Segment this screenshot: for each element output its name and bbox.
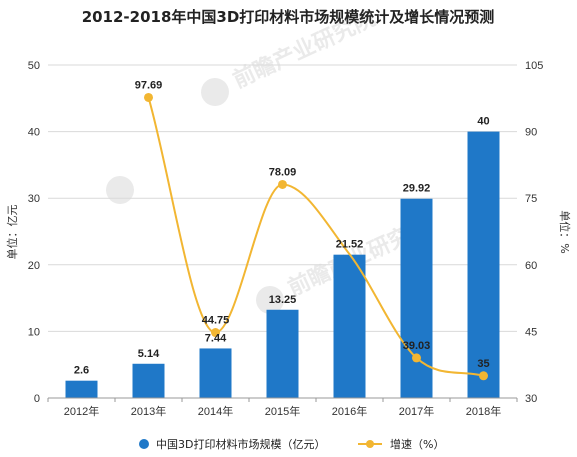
legend-bar-marker xyxy=(139,439,149,449)
bar-value-label: 2.6 xyxy=(74,365,89,377)
x-tick-label: 2012年 xyxy=(64,404,99,418)
growth-point xyxy=(412,353,421,363)
chart-title: 2012-2018年中国3D打印材料市场规模统计及增长情况预测 xyxy=(82,8,495,26)
line-series xyxy=(144,92,488,381)
y-left-tick-label: 50 xyxy=(28,60,40,72)
watermark-logo-icon xyxy=(201,78,229,106)
bar xyxy=(132,363,165,398)
growth-point xyxy=(144,92,153,102)
x-tick-label: 2015年 xyxy=(265,404,300,418)
x-tick-label: 2018年 xyxy=(466,404,501,418)
x-tick-label: 2014年 xyxy=(198,404,233,418)
y-left-tick-label: 10 xyxy=(28,326,40,338)
watermark-logo-icon xyxy=(106,176,134,204)
bar-value-label: 40 xyxy=(477,116,489,128)
data-labels: 2.6 5.14 7.44 13.25 21.52 29.92 40 97.69 44.75 78… xyxy=(74,79,490,376)
y-axis-left-title: 单位：亿元 xyxy=(5,205,19,260)
x-tick-label: 2017年 xyxy=(399,404,434,418)
bar-value-label: 5.14 xyxy=(138,348,160,360)
y-left-tick-label: 20 xyxy=(28,260,40,272)
bar xyxy=(467,131,500,398)
growth-point xyxy=(278,179,287,189)
y-right-tick-label: 60 xyxy=(525,260,537,272)
bar xyxy=(333,254,366,398)
growth-value-label: 97.69 xyxy=(135,79,163,91)
bar-series xyxy=(65,131,500,398)
legend-item-bar: 中国3D打印材料市场规模（亿元） xyxy=(139,437,325,451)
watermark: 前瞻产业研究院 前瞻产业研究院 xyxy=(106,5,435,314)
axes: 0 30 10 45 20 60 30 75 40 90 50 105 2012年 2013年 2014年 2… xyxy=(28,60,544,418)
bar xyxy=(199,348,232,398)
bar xyxy=(65,380,98,398)
growth-value-label: 35 xyxy=(477,358,489,370)
bar-value-label: 29.92 xyxy=(403,183,431,195)
y-right-tick-label: 90 xyxy=(525,127,537,139)
legend-line-label: 增速（%） xyxy=(390,437,444,451)
gridlines xyxy=(48,64,517,332)
bar-value-label: 21.52 xyxy=(336,239,364,251)
bar-value-label: 13.25 xyxy=(269,294,297,306)
y-left-tick-label: 30 xyxy=(28,193,40,205)
x-tick-label: 2013年 xyxy=(131,404,166,418)
legend-item-line: 增速（%） xyxy=(358,437,444,451)
y-axis-right-title: 单位：% xyxy=(558,210,572,253)
growth-point xyxy=(211,328,220,338)
y-left-tick-label: 0 xyxy=(34,393,40,405)
watermark-logo-icon xyxy=(256,286,284,314)
bar xyxy=(400,198,433,398)
legend-bar-label: 中国3D打印材料市场规模（亿元） xyxy=(156,437,325,451)
legend-line-marker xyxy=(366,440,374,448)
legend: 中国3D打印材料市场规模（亿元） 增速（%） xyxy=(139,437,444,451)
bar-value-label: 7.44 xyxy=(205,332,227,344)
growth-point xyxy=(479,371,488,381)
growth-value-label: 78.09 xyxy=(269,166,297,178)
x-tick-label: 2016年 xyxy=(332,404,367,418)
bar xyxy=(266,309,299,398)
y-right-tick-label: 45 xyxy=(525,326,537,338)
growth-value-label: 44.75 xyxy=(202,315,230,327)
y-left-tick-label: 40 xyxy=(28,127,40,139)
y-right-tick-label: 75 xyxy=(525,193,537,205)
y-right-tick-label: 105 xyxy=(525,60,543,72)
y-right-tick-label: 30 xyxy=(525,393,537,405)
growth-value-label: 39.03 xyxy=(403,340,431,352)
